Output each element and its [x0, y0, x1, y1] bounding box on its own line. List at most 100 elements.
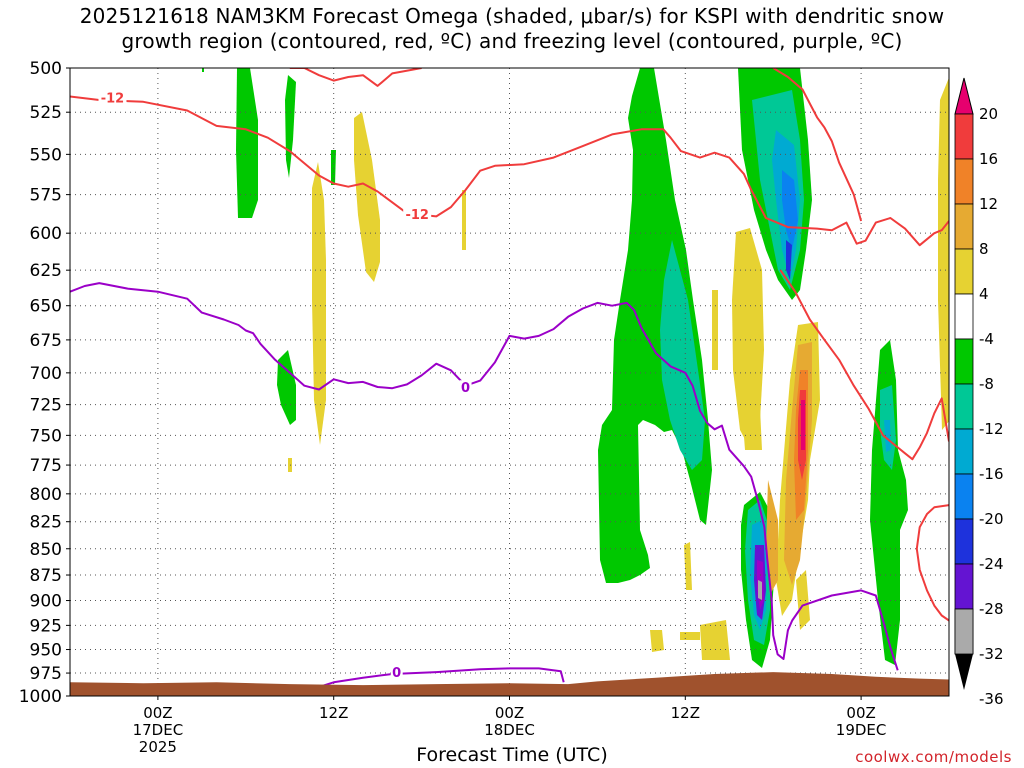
omega-region [796, 570, 810, 630]
omega-region [650, 630, 664, 652]
colorbar-label: -36 [979, 690, 1004, 708]
y-tick-label: 550 [30, 145, 62, 165]
omega-region [236, 68, 258, 218]
omega-region [312, 162, 326, 445]
omega-region [660, 240, 705, 470]
omega-region [680, 632, 700, 640]
y-tick-label: 600 [30, 224, 62, 244]
y-tick-label: 875 [30, 566, 62, 586]
omega-region [277, 350, 296, 425]
y-tick-label: 975 [30, 664, 62, 684]
contour--12 [915, 504, 949, 622]
y-tick-label: 675 [30, 331, 62, 351]
ground-terrain [70, 672, 949, 696]
omega-region [354, 112, 380, 282]
colorbar-box [954, 113, 974, 160]
omega-region [870, 340, 908, 665]
y-tick-label: 725 [30, 396, 62, 416]
colorbar-box [954, 338, 974, 385]
contour--12 [289, 68, 422, 87]
x-tick-label: 00Z [846, 704, 875, 722]
contour-label: 0 [392, 666, 401, 681]
omega-region [782, 170, 798, 250]
x-tick-label: 2025 [139, 738, 177, 756]
colorbar-label: 8 [979, 240, 989, 258]
x-tick-label: 00Z [495, 704, 524, 722]
omega-region [801, 400, 805, 450]
contour-label: -12 [101, 91, 125, 106]
contour--12 [779, 269, 949, 461]
colorbar-bottom-arrow [955, 654, 973, 690]
colorbar-label: -20 [979, 510, 1004, 528]
contour-0 [70, 282, 899, 671]
chart-title: 2025121618 NAM3KM Forecast Omega (shaded… [0, 4, 1024, 54]
contour-0 [318, 667, 565, 688]
chart-title-line-1: 2025121618 NAM3KM Forecast Omega (shaded… [79, 4, 945, 28]
colorbar-box [954, 203, 974, 250]
y-tick-label: 575 [30, 186, 62, 206]
y-tick-label: 1000 [19, 687, 62, 707]
x-tick-label: 19DEC [836, 721, 887, 739]
chart-title-line-2: growth region (contoured, red, ºC) and f… [121, 29, 903, 53]
y-tick-label: 650 [30, 297, 62, 317]
y-tick-label: 500 [30, 59, 62, 79]
contour-label-bg [459, 380, 472, 395]
contour-label: -12 [405, 208, 429, 223]
colorbar-label: -24 [979, 555, 1004, 573]
colorbar-label: 4 [979, 285, 989, 303]
colorbar-top-arrow [954, 77, 974, 115]
x-tick-label: 12Z [319, 704, 348, 722]
y-tick-label: 950 [30, 641, 62, 661]
omega-region [742, 408, 762, 450]
colorbar-box [954, 518, 974, 565]
omega-region [700, 620, 730, 660]
colorbar-box [954, 248, 974, 295]
contour-label-bg [403, 206, 432, 221]
colorbar-label: -8 [979, 375, 994, 393]
omega-region [285, 75, 296, 178]
colorbar-label: 20 [979, 105, 998, 123]
y-tick-label: 825 [30, 513, 62, 533]
colorbar-box [954, 428, 974, 475]
colorbar-box [954, 563, 974, 610]
omega-region [712, 290, 718, 370]
contour-label-bg [98, 90, 127, 105]
contour--12 [70, 95, 949, 247]
omega-region [202, 68, 204, 72]
y-tick-label: 850 [30, 540, 62, 560]
omega-region [758, 580, 762, 600]
y-tick-label: 925 [30, 616, 62, 636]
colorbar-label: -32 [979, 645, 1004, 663]
omega-region [938, 77, 949, 430]
colorbar-box [954, 473, 974, 520]
x-tick-label: 12Z [671, 704, 700, 722]
y-tick-label: 625 [30, 261, 62, 281]
colorbar: 20 16 12 8 4 -4 -8 -12 -16 -20 -24 -28 -32 -36 [954, 77, 1004, 708]
colorbar-box [954, 293, 974, 340]
omega-region [462, 190, 466, 250]
colorbar-label: -12 [979, 420, 1004, 438]
y-tick-label: 700 [30, 364, 62, 384]
y-tick-label: 900 [30, 592, 62, 612]
colorbar-box [954, 383, 974, 430]
y-tick-label: 800 [30, 485, 62, 505]
colorbar-label: -4 [979, 330, 994, 348]
colorbar-label: -16 [979, 465, 1004, 483]
omega-region [684, 542, 692, 590]
contour-label-bg [390, 665, 403, 680]
omega-region [732, 228, 764, 445]
omega-region [598, 68, 712, 583]
colorbar-box [954, 158, 974, 205]
y-tick-label: 525 [30, 103, 62, 123]
omega-region [884, 420, 891, 452]
y-tick-label: 750 [30, 426, 62, 446]
x-tick-label: 18DEC [484, 721, 535, 739]
x-tick-label: 17DEC [133, 721, 184, 739]
contour--12 [772, 68, 863, 222]
credit-link[interactable]: coolwx.com/models [855, 748, 1012, 766]
colorbar-label: 12 [979, 195, 998, 213]
y-axis: 500 525 550 575 600 625 650 675 700 725 750 775 800 8… [19, 59, 70, 707]
chart-contours [70, 68, 949, 688]
x-axis-title: Forecast Time (UTC) [416, 744, 608, 766]
